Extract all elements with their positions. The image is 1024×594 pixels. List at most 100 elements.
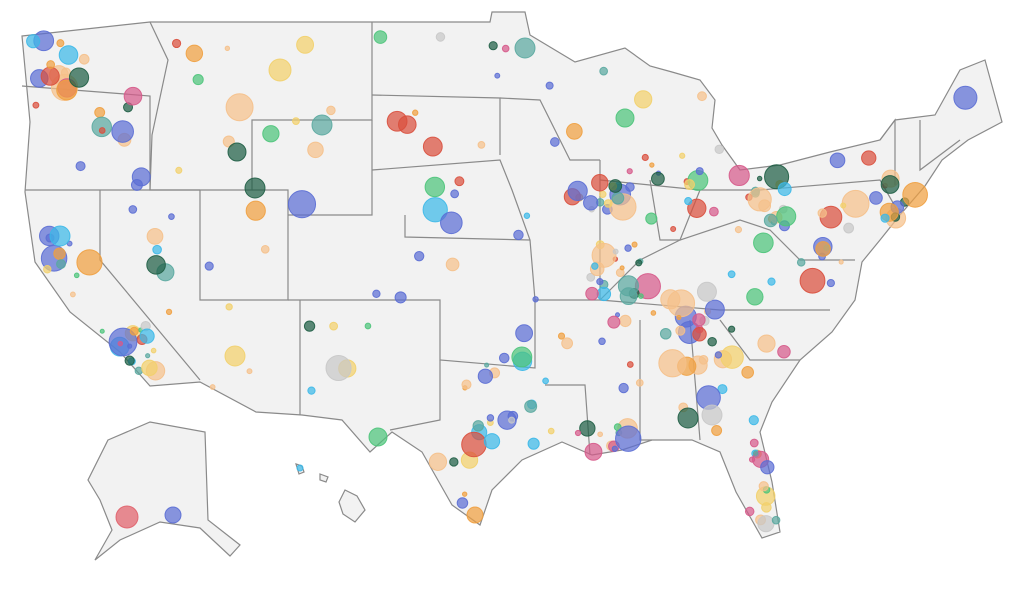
bubble	[145, 353, 151, 359]
bubble	[549, 137, 560, 147]
bubble	[68, 67, 90, 88]
bubble	[677, 407, 699, 429]
bubble	[619, 265, 625, 271]
bubble	[472, 420, 484, 432]
bubble	[43, 265, 52, 274]
bubble	[618, 382, 629, 394]
bubble	[329, 321, 339, 331]
bubble	[728, 325, 736, 333]
bubble	[227, 142, 247, 162]
bubble	[91, 116, 112, 138]
bubble	[599, 66, 608, 76]
bubble	[292, 117, 300, 126]
bubble	[484, 362, 490, 368]
bubble	[684, 197, 693, 206]
land	[21, 11, 1003, 561]
bubble	[394, 291, 407, 304]
bubble	[325, 354, 352, 382]
bubble	[76, 249, 103, 276]
bubble	[757, 334, 776, 353]
bubble	[171, 38, 182, 49]
bubble	[659, 327, 672, 340]
bubble	[488, 41, 498, 51]
bubble	[477, 140, 486, 149]
bubble	[557, 332, 566, 340]
hawaii	[295, 463, 366, 523]
bubble	[372, 289, 381, 298]
bubble	[567, 180, 588, 202]
bubble	[796, 258, 806, 267]
bubble	[56, 259, 66, 270]
bubble	[728, 164, 750, 187]
bubble	[486, 414, 495, 422]
bubble	[746, 288, 764, 306]
bubble	[115, 505, 139, 529]
bubble	[670, 225, 677, 232]
bubble	[734, 226, 743, 234]
bubble	[296, 35, 315, 54]
bubble	[146, 227, 164, 245]
bubble	[73, 272, 80, 279]
bubble	[124, 355, 135, 366]
bubble	[613, 423, 622, 432]
bubble	[483, 433, 501, 450]
bubble	[364, 322, 372, 330]
bubble	[611, 445, 618, 452]
bubble	[566, 123, 583, 140]
bubble	[727, 270, 736, 279]
bubble	[869, 191, 883, 205]
bubble	[697, 91, 707, 102]
bubble	[749, 438, 759, 448]
bubble	[129, 326, 139, 336]
bubble	[760, 460, 775, 475]
bubble	[386, 110, 408, 132]
bubble	[547, 427, 555, 435]
alaska	[87, 421, 241, 561]
bubble	[744, 506, 755, 517]
bubble	[586, 272, 596, 282]
bubble	[624, 244, 632, 252]
bubble	[651, 171, 665, 186]
bubble	[449, 457, 459, 467]
bubble	[649, 162, 655, 168]
bubble	[46, 60, 56, 69]
bubble	[139, 328, 155, 344]
bubble	[123, 86, 143, 106]
bubble	[645, 212, 658, 225]
bubble	[753, 232, 774, 254]
bubble	[607, 315, 621, 329]
bubble	[412, 109, 419, 116]
bubble	[701, 404, 723, 426]
bubble	[268, 58, 292, 82]
bubble	[545, 81, 554, 90]
bubble	[608, 179, 623, 193]
bubble	[692, 313, 706, 327]
bubble	[94, 106, 106, 118]
bubble	[26, 34, 41, 49]
bubble	[311, 114, 333, 136]
bubble	[880, 175, 900, 194]
bubble	[591, 262, 599, 270]
bubble	[615, 425, 642, 452]
bubble	[307, 386, 316, 395]
bubble	[583, 195, 599, 211]
bubble	[675, 325, 686, 336]
bubble	[150, 347, 157, 354]
bubble	[245, 200, 266, 221]
bubble	[527, 437, 540, 450]
bubble	[494, 72, 501, 79]
bubble	[861, 150, 877, 166]
bubble	[561, 337, 574, 350]
bubble	[454, 176, 465, 187]
bubble	[598, 337, 606, 346]
bubble	[756, 175, 763, 182]
bubble	[225, 303, 233, 311]
bubble	[599, 190, 607, 198]
bubble	[748, 415, 759, 426]
bubble	[687, 198, 707, 218]
bubbles	[26, 30, 978, 533]
bubble	[826, 278, 835, 288]
bubble	[757, 515, 775, 533]
bubble	[695, 167, 704, 176]
